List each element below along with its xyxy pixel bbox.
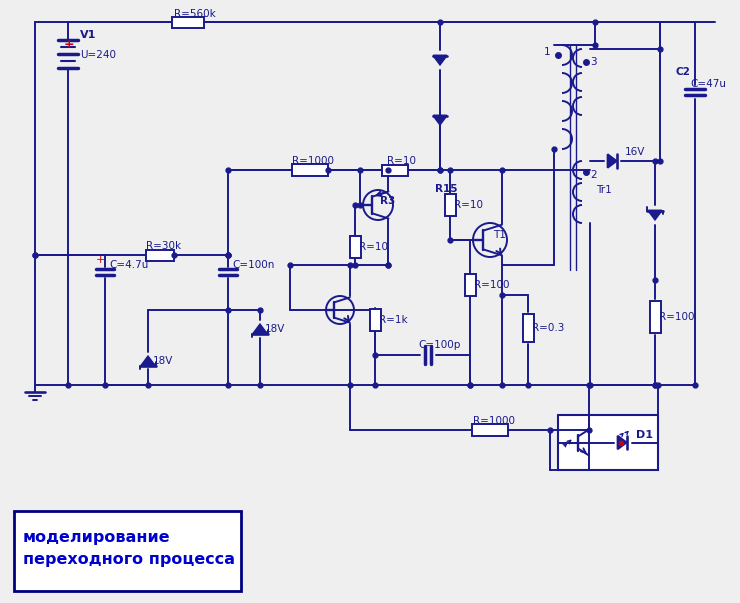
Bar bbox=[472, 424, 508, 436]
Text: R=1000: R=1000 bbox=[473, 416, 515, 426]
Bar bbox=[146, 250, 174, 260]
Polygon shape bbox=[433, 55, 447, 65]
Text: D1: D1 bbox=[636, 429, 653, 440]
Text: 16V: 16V bbox=[625, 147, 645, 157]
Bar bbox=[172, 16, 204, 28]
FancyBboxPatch shape bbox=[14, 511, 241, 591]
Polygon shape bbox=[648, 210, 662, 219]
Text: T1: T1 bbox=[493, 230, 506, 240]
Text: 2: 2 bbox=[590, 170, 596, 180]
Text: C2: C2 bbox=[675, 67, 690, 77]
Text: R=30k: R=30k bbox=[146, 241, 181, 251]
Text: переходного процесса: переходного процесса bbox=[23, 552, 235, 567]
Text: C=100n: C=100n bbox=[232, 260, 275, 270]
Text: R=560k: R=560k bbox=[174, 9, 216, 19]
Text: моделирование: моделирование bbox=[23, 530, 171, 545]
Bar bbox=[465, 274, 476, 296]
Text: 3: 3 bbox=[590, 57, 596, 67]
Text: C=4.7u: C=4.7u bbox=[109, 260, 149, 270]
Text: 1: 1 bbox=[544, 47, 551, 57]
Text: R=0.3: R=0.3 bbox=[532, 323, 565, 333]
Bar bbox=[445, 194, 456, 216]
Text: V1: V1 bbox=[80, 30, 96, 40]
Text: R=10: R=10 bbox=[387, 156, 416, 166]
Bar bbox=[522, 314, 534, 342]
Text: R15: R15 bbox=[435, 184, 457, 194]
Bar bbox=[650, 301, 661, 333]
Text: +: + bbox=[96, 255, 105, 265]
Polygon shape bbox=[141, 356, 155, 365]
Polygon shape bbox=[433, 116, 447, 124]
Text: R=10: R=10 bbox=[359, 242, 388, 252]
Text: U=240: U=240 bbox=[80, 50, 116, 60]
Polygon shape bbox=[608, 154, 616, 168]
Text: Tr1: Tr1 bbox=[596, 185, 612, 195]
Text: R=10: R=10 bbox=[454, 200, 483, 210]
Bar bbox=[349, 236, 360, 258]
Polygon shape bbox=[253, 324, 266, 333]
Text: 18V: 18V bbox=[153, 356, 173, 366]
Bar bbox=[369, 309, 380, 331]
Text: +: + bbox=[64, 39, 75, 51]
Text: R=1000: R=1000 bbox=[292, 156, 334, 166]
Text: C=100p: C=100p bbox=[418, 340, 460, 350]
Bar bbox=[558, 415, 658, 470]
Text: C=47u: C=47u bbox=[690, 79, 726, 89]
Text: R=100: R=100 bbox=[474, 280, 510, 290]
Polygon shape bbox=[618, 436, 627, 449]
Text: 18V: 18V bbox=[265, 324, 286, 334]
Text: R=100: R=100 bbox=[659, 312, 695, 322]
Text: R=1k: R=1k bbox=[379, 315, 408, 325]
Bar bbox=[292, 164, 328, 176]
Text: R3: R3 bbox=[380, 196, 395, 206]
Bar bbox=[382, 165, 408, 175]
